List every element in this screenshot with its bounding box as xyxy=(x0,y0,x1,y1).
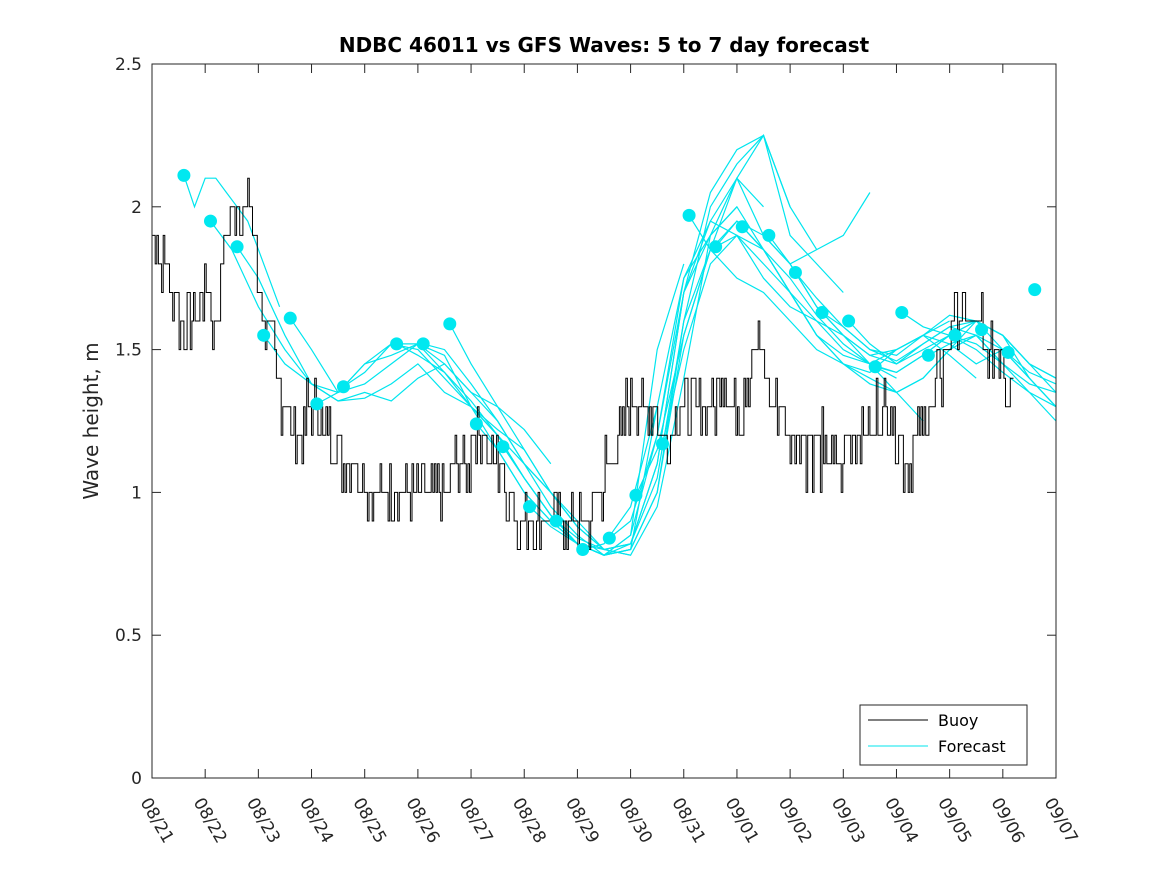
forecast-marker xyxy=(868,360,882,374)
forecast-line xyxy=(688,215,1030,394)
y-tick-label: 1 xyxy=(131,483,142,503)
forecast-marker xyxy=(576,543,590,557)
forecast-line xyxy=(236,246,578,528)
plot-area xyxy=(152,64,1056,778)
forecast-marker xyxy=(523,500,537,514)
forecast-marker xyxy=(975,323,989,337)
forecast-marker xyxy=(496,440,510,454)
y-tick-label: 1.5 xyxy=(115,341,142,361)
forecast-marker xyxy=(762,228,776,242)
forecast-marker xyxy=(230,240,244,254)
forecast-marker xyxy=(709,240,723,254)
legend-buoy-label: Buoy xyxy=(938,711,978,730)
forecast-line xyxy=(210,220,552,465)
forecast-marker xyxy=(203,214,217,228)
forecast-marker xyxy=(390,337,404,351)
forecast-marker xyxy=(257,328,271,342)
forecast-marker xyxy=(842,314,856,328)
legend: Buoy Forecast xyxy=(859,704,1028,766)
forecast-marker xyxy=(336,380,350,394)
forecast-marker xyxy=(655,437,669,451)
buoy-series-group xyxy=(152,177,1014,550)
forecast-marker xyxy=(629,488,643,502)
forecast-line xyxy=(555,234,897,551)
forecast-marker xyxy=(921,348,935,362)
forecast-marker xyxy=(948,328,962,342)
y-tick-label: 0 xyxy=(131,769,142,789)
legend-forecast-label: Forecast xyxy=(938,737,1006,756)
y-tick-label: 2.5 xyxy=(115,55,142,75)
forecast-marker xyxy=(416,337,430,351)
forecast-line xyxy=(794,272,1057,408)
forecast-markers-group xyxy=(177,168,1042,557)
forecast-marker xyxy=(895,305,909,319)
y-tick-label: 0.5 xyxy=(115,626,142,646)
buoy-line xyxy=(152,177,1014,550)
legend-box xyxy=(859,704,1028,766)
y-axis-ticks: 0 0.5 1 1.5 2 2.5 xyxy=(115,55,1056,789)
forecast-marker xyxy=(469,417,483,431)
forecast-marker xyxy=(602,531,616,545)
forecast-marker xyxy=(815,305,829,319)
forecast-marker xyxy=(310,397,324,411)
forecast-line xyxy=(928,334,1057,385)
forecast-marker xyxy=(443,317,457,331)
forecast-marker xyxy=(1001,345,1015,359)
forecast-marker xyxy=(788,265,802,279)
forecast-marker xyxy=(549,514,563,528)
y-tick-label: 2 xyxy=(131,198,142,218)
forecast-marker xyxy=(177,168,191,182)
y-axis-label: Wave height, m xyxy=(79,342,103,499)
forecast-marker xyxy=(1028,283,1042,297)
forecast-marker xyxy=(682,208,696,222)
forecast-line xyxy=(821,312,1057,422)
plot-frame xyxy=(151,63,1057,779)
forecast-line xyxy=(183,175,281,308)
forecast-marker xyxy=(735,220,749,234)
forecast-marker xyxy=(283,311,297,325)
chart-title: NDBC 46011 vs GFS Waves: 5 to 7 day fore… xyxy=(339,33,870,57)
